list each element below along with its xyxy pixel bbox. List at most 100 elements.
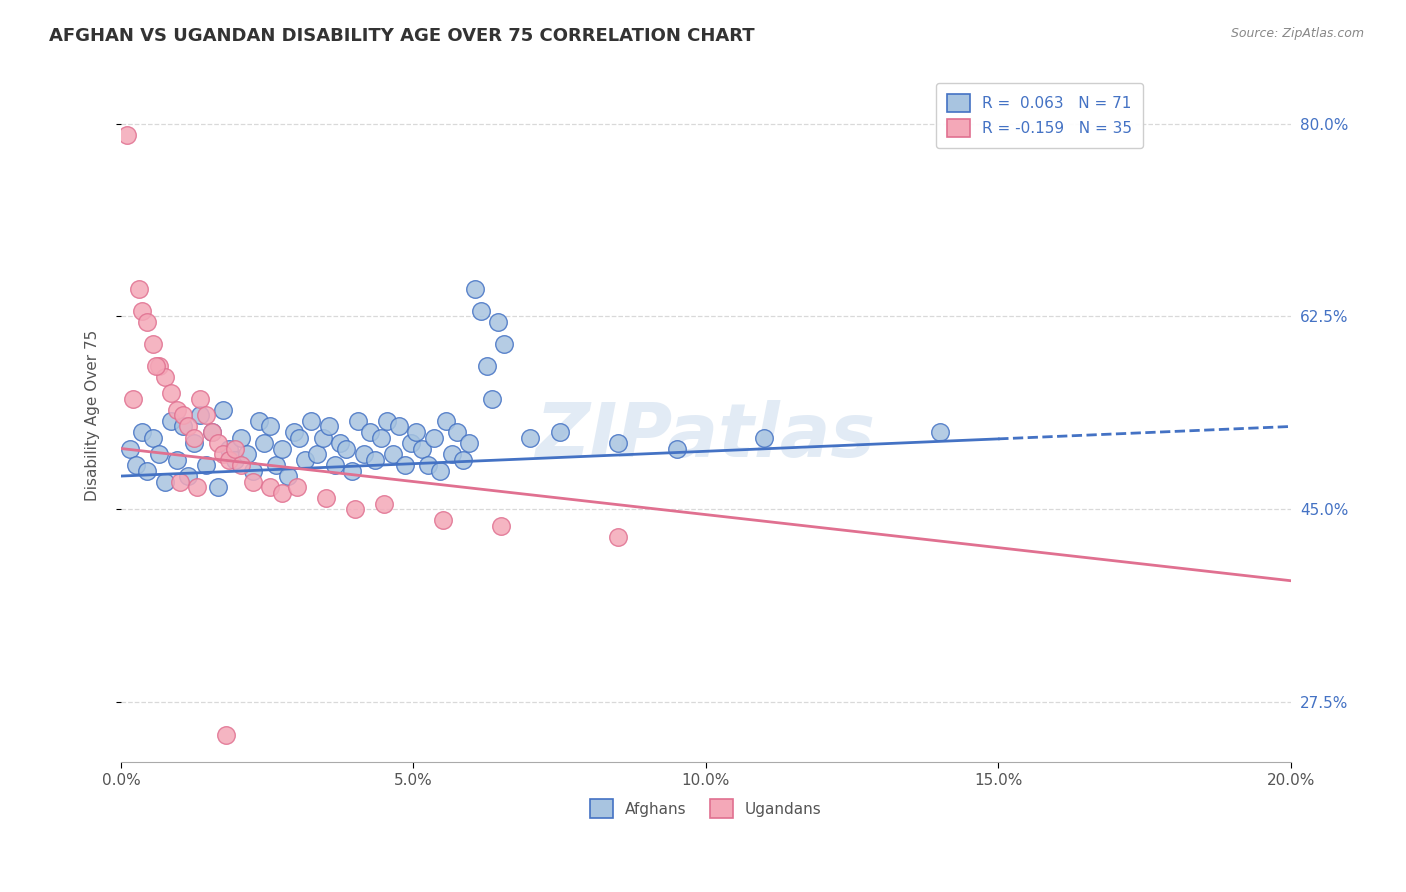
Point: [373, 497, 395, 511]
Point: [405, 425, 427, 439]
Point: [607, 436, 630, 450]
Point: [370, 430, 392, 444]
Point: [464, 282, 486, 296]
Point: [160, 414, 183, 428]
Point: [131, 303, 153, 318]
Point: [253, 436, 276, 450]
Point: [481, 392, 503, 406]
Point: [183, 430, 205, 444]
Point: [285, 480, 308, 494]
Point: [416, 458, 439, 472]
Point: [288, 430, 311, 444]
Point: [115, 128, 138, 142]
Point: [382, 447, 405, 461]
Point: [434, 414, 457, 428]
Point: [519, 430, 541, 444]
Point: [359, 425, 381, 439]
Point: [136, 464, 159, 478]
Point: [470, 303, 492, 318]
Point: [754, 430, 776, 444]
Point: [136, 315, 159, 329]
Point: [212, 403, 235, 417]
Point: [142, 430, 165, 444]
Point: [323, 458, 346, 472]
Point: [458, 436, 481, 450]
Point: [218, 452, 240, 467]
Point: [188, 409, 211, 423]
Point: [928, 425, 950, 439]
Point: [271, 442, 294, 456]
Point: [224, 452, 246, 467]
Legend: Afghans, Ugandans: Afghans, Ugandans: [583, 793, 828, 824]
Point: [318, 419, 340, 434]
Point: [201, 425, 224, 439]
Point: [329, 436, 352, 450]
Point: [486, 315, 509, 329]
Point: [283, 425, 305, 439]
Text: AFGHAN VS UGANDAN DISABILITY AGE OVER 75 CORRELATION CHART: AFGHAN VS UGANDAN DISABILITY AGE OVER 75…: [49, 27, 755, 45]
Point: [294, 452, 316, 467]
Point: [131, 425, 153, 439]
Point: [347, 414, 370, 428]
Point: [548, 425, 571, 439]
Point: [128, 282, 150, 296]
Point: [429, 464, 451, 478]
Point: [153, 370, 176, 384]
Point: [201, 425, 224, 439]
Point: [186, 480, 208, 494]
Point: [177, 469, 200, 483]
Point: [259, 480, 281, 494]
Point: [277, 469, 299, 483]
Point: [188, 392, 211, 406]
Point: [194, 458, 217, 472]
Point: [121, 392, 143, 406]
Point: [432, 513, 454, 527]
Point: [264, 458, 287, 472]
Point: [394, 458, 416, 472]
Point: [224, 442, 246, 456]
Point: [242, 475, 264, 489]
Y-axis label: Disability Age Over 75: Disability Age Over 75: [86, 330, 100, 501]
Point: [353, 447, 375, 461]
Point: [166, 403, 188, 417]
Point: [271, 485, 294, 500]
Point: [207, 480, 229, 494]
Point: [451, 452, 474, 467]
Point: [299, 414, 322, 428]
Point: [411, 442, 433, 456]
Point: [153, 475, 176, 489]
Point: [166, 452, 188, 467]
Point: [177, 419, 200, 434]
Point: [207, 436, 229, 450]
Point: [212, 447, 235, 461]
Point: [215, 728, 238, 742]
Point: [125, 458, 148, 472]
Point: [145, 359, 167, 373]
Point: [388, 419, 411, 434]
Point: [665, 442, 688, 456]
Point: [446, 425, 468, 439]
Text: Source: ZipAtlas.com: Source: ZipAtlas.com: [1230, 27, 1364, 40]
Point: [335, 442, 357, 456]
Point: [242, 464, 264, 478]
Point: [194, 409, 217, 423]
Point: [489, 518, 512, 533]
Point: [148, 447, 170, 461]
Point: [315, 491, 337, 505]
Point: [312, 430, 335, 444]
Point: [229, 458, 252, 472]
Point: [172, 419, 194, 434]
Point: [148, 359, 170, 373]
Point: [172, 409, 194, 423]
Point: [340, 464, 363, 478]
Point: [305, 447, 328, 461]
Point: [142, 337, 165, 351]
Point: [440, 447, 463, 461]
Point: [423, 430, 446, 444]
Point: [183, 436, 205, 450]
Point: [475, 359, 498, 373]
Point: [247, 414, 270, 428]
Point: [259, 419, 281, 434]
Point: [375, 414, 398, 428]
Point: [607, 530, 630, 544]
